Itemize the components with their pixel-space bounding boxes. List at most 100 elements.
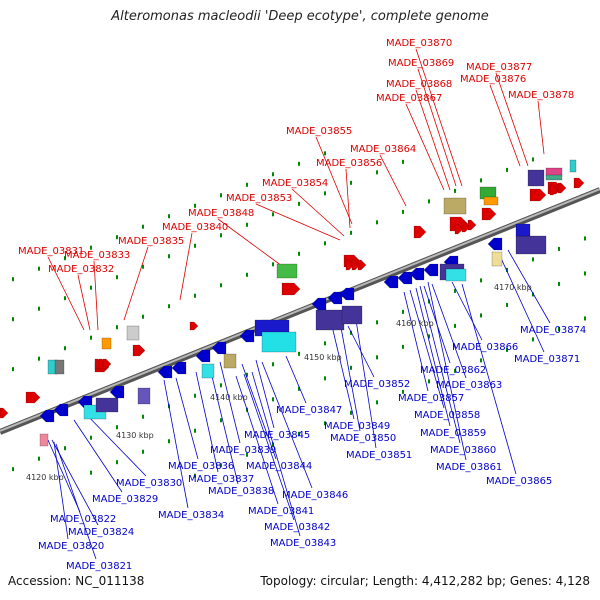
tick-mark: [350, 365, 352, 370]
tick-mark: [350, 410, 352, 415]
forward-gene-label: MADE_03831: [18, 246, 84, 257]
tick-mark: [350, 180, 352, 185]
tick-mark: [428, 334, 430, 339]
forward-leader-line: [123, 246, 149, 321]
forward-gene-arrow: [25, 391, 41, 404]
forward-leader-line: [379, 154, 407, 207]
tick-mark: [454, 288, 456, 293]
forward-gene-arrow: [467, 219, 477, 231]
tick-mark: [402, 309, 404, 314]
forward-gene-arrow: [529, 188, 547, 202]
tick-mark: [116, 235, 118, 240]
tick-mark: [506, 347, 508, 352]
tick-mark: [194, 203, 196, 208]
reverse-leader-line: [261, 361, 313, 489]
tick-mark: [220, 233, 222, 238]
reverse-gene-box: [223, 353, 237, 369]
reverse-gene-box: [515, 223, 531, 237]
tick-mark: [506, 167, 508, 172]
reverse-gene-box: [341, 305, 363, 325]
reverse-leader-line: [355, 319, 377, 449]
forward-gene-label: MADE_03870: [386, 38, 452, 49]
tick-mark: [324, 421, 326, 426]
forward-gene-label: MADE_03868: [386, 79, 452, 90]
forward-gene-arrow: [132, 344, 146, 357]
forward-leader-line: [415, 48, 463, 187]
tick-mark: [376, 320, 378, 325]
tick-mark: [324, 191, 326, 196]
tick-mark: [376, 220, 378, 225]
forward-gene-arrow: [281, 282, 301, 296]
tick-mark: [194, 243, 196, 248]
tick-mark: [142, 314, 144, 319]
forward-leader-line: [217, 218, 283, 267]
reverse-gene-label: MADE_03865: [486, 476, 552, 487]
tick-mark: [324, 151, 326, 156]
reverse-leader-line: [243, 373, 295, 521]
forward-leader-line: [255, 203, 341, 241]
reverse-gene-label: MADE_03846: [282, 490, 348, 501]
tick-mark: [90, 470, 92, 475]
reverse-gene-arrow: [327, 291, 343, 305]
reverse-leader-line: [195, 371, 219, 473]
tick-mark: [64, 446, 66, 451]
forward-gene-box: [569, 159, 577, 173]
forward-leader-line: [405, 103, 445, 191]
reverse-leader-line: [163, 379, 189, 509]
tick-mark: [558, 326, 560, 331]
reverse-gene-label: MADE_03829: [92, 494, 158, 505]
tick-mark: [12, 467, 14, 472]
tick-mark: [246, 372, 248, 377]
tick-mark: [168, 439, 170, 444]
tick-mark: [428, 379, 430, 384]
forward-gene-box: [443, 197, 467, 215]
tick-mark: [324, 376, 326, 381]
reverse-gene-label: MADE_03839: [210, 445, 276, 456]
tick-mark: [584, 236, 586, 241]
reverse-gene-arrow: [423, 263, 439, 277]
reverse-gene-arrow: [239, 329, 255, 343]
tick-mark: [168, 304, 170, 309]
tick-mark: [324, 241, 326, 246]
tick-mark: [38, 456, 40, 461]
reverse-leader-line: [331, 325, 355, 420]
accession-text: Accession: NC_011138: [8, 574, 145, 588]
tick-mark: [272, 212, 274, 217]
tick-mark: [298, 161, 300, 166]
tick-mark: [402, 389, 404, 394]
tick-mark: [142, 449, 144, 454]
tick-mark: [90, 285, 92, 290]
tick-mark: [454, 368, 456, 373]
tick-mark: [272, 172, 274, 177]
forward-gene-label: MADE_03869: [388, 58, 454, 69]
reverse-gene-arrow: [397, 271, 413, 285]
tick-mark: [194, 473, 196, 478]
reverse-gene-label: MADE_03862: [420, 365, 486, 376]
forward-gene-label: MADE_03856: [316, 158, 382, 169]
reverse-leader-line: [507, 249, 551, 324]
tick-mark: [64, 256, 66, 261]
scale-label: 4170 kbp: [494, 283, 532, 292]
tick-mark: [480, 358, 482, 363]
tick-mark: [194, 393, 196, 398]
reverse-gene-label: MADE_03842: [264, 522, 330, 533]
tick-mark: [116, 460, 118, 465]
reverse-gene-label: MADE_03844: [246, 461, 312, 472]
forward-gene-label: MADE_03840: [162, 222, 228, 233]
tick-mark: [220, 283, 222, 288]
reverse-gene-label: MADE_03824: [68, 527, 134, 538]
forward-leader-line: [315, 136, 353, 225]
forward-gene-box: [527, 169, 545, 187]
tick-mark: [12, 317, 14, 322]
forward-gene-arrow: [461, 221, 471, 233]
reverse-leader-line: [209, 367, 239, 485]
forward-gene-label: MADE_03832: [48, 264, 114, 275]
tick-mark: [298, 201, 300, 206]
tick-mark: [532, 257, 534, 262]
tick-mark: [64, 346, 66, 351]
reverse-gene-box: [261, 331, 297, 353]
reverse-gene-arrow: [53, 403, 69, 417]
forward-gene-arrow: [549, 184, 559, 196]
scale-label: 4150 kbp: [304, 353, 342, 362]
